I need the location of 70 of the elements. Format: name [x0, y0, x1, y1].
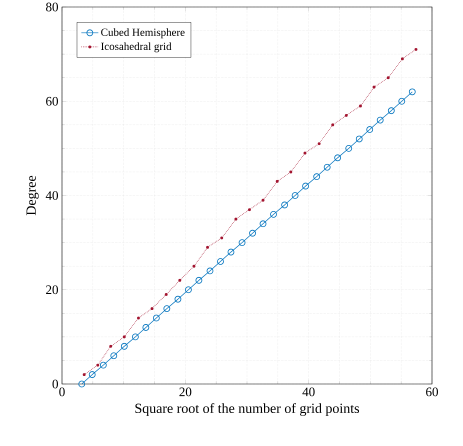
point [192, 264, 196, 268]
point [400, 57, 404, 60]
point [276, 180, 279, 183]
point [163, 305, 170, 312]
point [281, 202, 288, 208]
point [132, 333, 139, 340]
y-axis-title: Degree [26, 176, 39, 216]
point [96, 364, 100, 367]
point [289, 170, 292, 174]
point [88, 371, 96, 378]
point [345, 144, 352, 152]
legend-label: Icosahedral grid [101, 42, 172, 52]
x-tick-label: 0 [59, 388, 65, 396]
point [334, 154, 342, 162]
point [262, 198, 264, 202]
x-tick-label: 60 [426, 388, 438, 396]
point [220, 236, 224, 240]
point [178, 278, 182, 282]
y-tick-label: 40 [46, 191, 58, 200]
point [206, 268, 214, 274]
point [408, 88, 416, 96]
point [366, 126, 374, 133]
point [122, 335, 126, 338]
point [238, 239, 246, 246]
point [376, 116, 384, 124]
x-tick-label: 40 [302, 388, 315, 396]
point [100, 362, 107, 369]
point [249, 230, 256, 237]
legend-label: Cubed Hemisphere [101, 28, 185, 38]
point [372, 86, 376, 89]
point [344, 114, 348, 117]
point [248, 208, 251, 212]
y-tick-label: 80 [46, 2, 58, 12]
point [304, 152, 306, 155]
point [82, 373, 86, 376]
point [324, 164, 331, 171]
point [398, 98, 406, 105]
point [217, 258, 224, 265]
point [260, 220, 266, 228]
point [270, 210, 277, 218]
point [164, 293, 168, 296]
point [137, 316, 140, 320]
point [206, 246, 209, 249]
point [313, 173, 320, 180]
point [120, 342, 128, 350]
point [142, 324, 150, 331]
point [386, 76, 390, 80]
point [150, 307, 154, 310]
y-tick-label: 60 [46, 96, 58, 106]
point [302, 182, 309, 190]
x-tick-label: 20 [179, 388, 192, 396]
point [234, 218, 238, 221]
point [174, 296, 182, 303]
point [228, 248, 234, 256]
point [110, 352, 118, 360]
point [414, 48, 418, 51]
y-tick-label: 0 [52, 380, 58, 388]
point [356, 136, 363, 142]
point [359, 104, 362, 108]
point [196, 276, 202, 284]
point [292, 192, 298, 199]
point [318, 142, 321, 146]
point [331, 123, 334, 126]
point [185, 286, 192, 294]
point [388, 107, 395, 114]
x-axis-title: Square root of the number of grid points [135, 403, 360, 416]
point [109, 344, 112, 348]
point [152, 314, 160, 322]
y-tick-label: 20 [46, 285, 58, 294]
point [78, 380, 86, 388]
